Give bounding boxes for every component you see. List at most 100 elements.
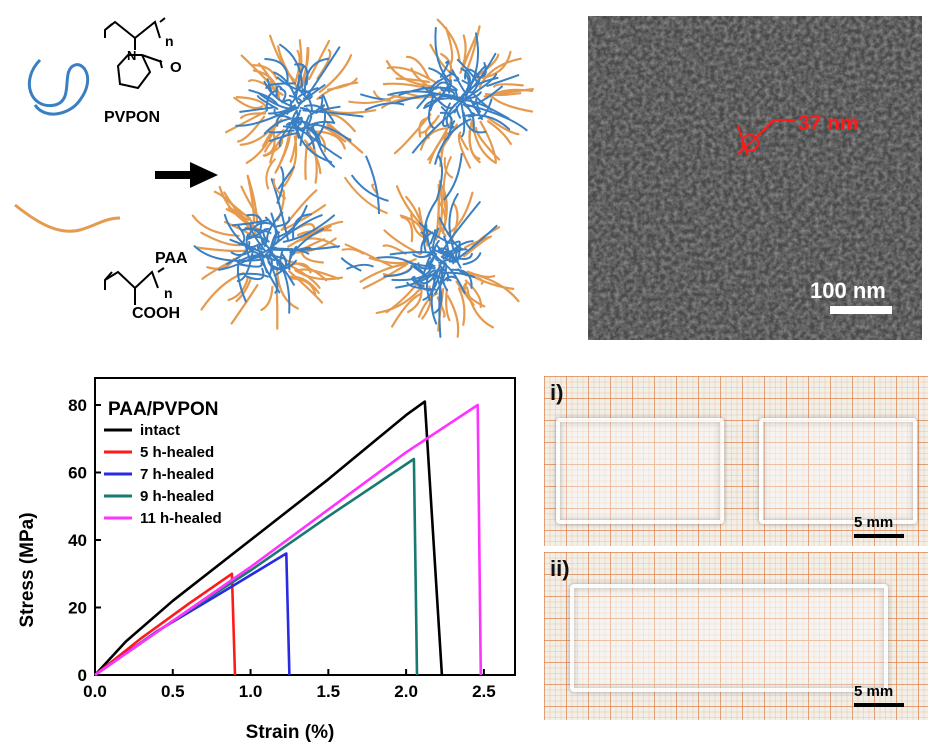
pvpon-strand [289,245,298,260]
y-tick-label: 20 [68,599,87,618]
paa-strand [283,135,298,187]
pvpon-strand [226,240,251,265]
y-tick-label: 0 [78,666,87,685]
pvpon-strand [308,134,342,160]
pvpon-strand [459,97,466,138]
pvpon-strand [276,258,286,268]
pvpon-strand [462,252,482,266]
pvpon-strand [434,275,457,295]
pvpon-strand [236,272,269,278]
legend-label: 11 h-healed [140,510,222,527]
pvpon-label: PVPON [104,109,160,126]
pvpon-strand [460,91,482,100]
bridge-strand [442,155,453,213]
paa-strand [235,96,268,109]
pvpon-strand [288,94,303,105]
pvpon-strand [279,43,303,88]
pvpon-strand [422,256,432,277]
paa-strand [225,110,268,134]
paa-strand [493,83,524,88]
pvpon-strand [276,76,308,93]
x-tick-label: 1.5 [317,682,341,701]
pvpon-strand [231,219,269,227]
paa-strand [248,79,284,96]
graph-paper [544,552,928,720]
pvpon-strand [312,126,336,168]
bridge-strand [265,158,277,190]
pvpon-strand [264,58,289,86]
pvpon-strand [375,256,426,276]
chart-axes: 0.0 0.5 1.0 1.5 2.0 2.5 0 20 40 60 80 [68,377,516,701]
pvpon-strand [440,106,453,121]
tem-scale-bar [830,306,892,314]
pvpon-strand [299,107,313,126]
pvpon-strand [256,245,265,259]
scale-bar-i [854,534,904,538]
bridge-strand [364,155,380,215]
paa-strand [400,215,414,243]
series-line-5-h-healed [94,572,237,677]
paa-strand [457,131,472,169]
paa-strand [200,272,245,311]
bridge-strand [435,154,444,201]
pvpon-strand [246,235,267,248]
paa-strand [252,69,281,101]
pvpon-strand [301,88,313,100]
paa-strand [314,130,346,150]
pvpon-strand [271,245,341,252]
formula-n-bottom: n [164,285,173,301]
paa-strand [287,220,344,248]
paa-strand [308,39,331,80]
pvpon-strand [256,95,279,110]
pvpon-strand [246,213,263,236]
pvpon-strand [466,104,528,132]
pvpon-strand [273,252,288,277]
complex-cluster [191,174,344,330]
pvpon-strand [239,262,263,268]
paa-strand [445,288,451,322]
pvpon-strand [459,97,469,102]
pvpon-strand [193,245,263,262]
film-photos: i) 5 mm ii) 5 mm [540,376,935,720]
pvpon-strand [429,79,440,99]
particle-size-label: 37 nm [798,112,859,135]
pvpon-strand [433,272,443,314]
scale-label-i: 5 mm [854,514,894,531]
paa-strand [368,257,417,265]
x-tick-label: 1.0 [239,682,263,701]
complex-clusters [191,18,534,338]
panel-label-ii: ii) [550,556,570,581]
pvpon-strand [477,98,493,120]
pvpon-strand [448,193,459,250]
paa-strand [288,270,324,304]
pvpon-strand [434,243,449,255]
paa-strand [466,286,495,329]
paa-strand [405,55,431,80]
bridge-strand [364,102,405,112]
pvpon-strand [448,71,460,82]
pvpon-strand [302,46,341,102]
pvpon-strand [292,228,325,256]
bridge-strand [350,174,389,202]
bridge-strand [276,166,285,204]
pvpon-strand [449,120,456,130]
paa-strand [484,114,520,136]
paa-structure [104,267,165,305]
bridge-strand [277,165,296,190]
pvpon-strand [307,120,336,127]
bridge-strand [343,176,388,215]
paa-strand [474,126,501,161]
pvpon-strand [398,86,457,97]
paa-strand [457,287,466,326]
self-assembly-schematic: n N O PVPON PAA n COOH [14,17,534,338]
paa-strand [436,18,461,62]
pvpon-strand [420,231,427,243]
arrow-icon [155,162,218,188]
pvpon-strand [239,106,276,113]
pvpon-strand [294,63,309,86]
paa-strand [359,262,409,283]
pvpon-strand [270,178,289,241]
pvpon-strand [455,248,468,269]
paa-strand [250,64,278,80]
paa-strand [463,235,492,249]
